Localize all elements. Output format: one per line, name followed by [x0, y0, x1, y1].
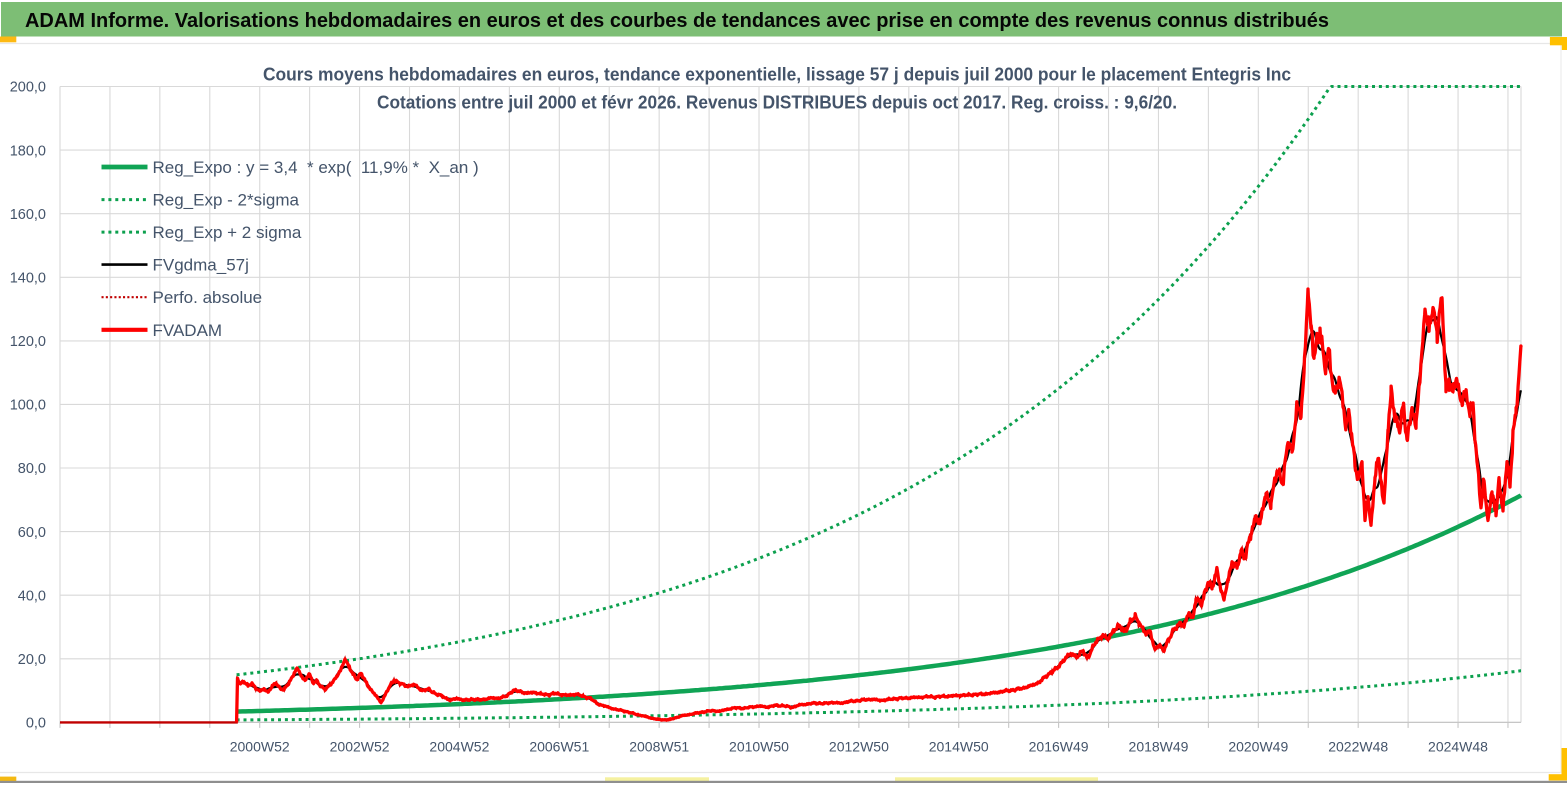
svg-text:160,0: 160,0 [10, 207, 46, 223]
svg-text:FVgdma_57j: FVgdma_57j [153, 256, 249, 275]
svg-text:80,0: 80,0 [18, 461, 46, 477]
svg-text:0,0: 0,0 [26, 716, 46, 732]
svg-text:2022W48: 2022W48 [1328, 739, 1388, 755]
svg-text:2014W50: 2014W50 [929, 739, 989, 755]
svg-text:Cotations entre juil 2000 et f: Cotations entre juil 2000 et févr 2026. … [377, 92, 1177, 113]
svg-text:120,0: 120,0 [10, 334, 46, 350]
svg-text:2006W51: 2006W51 [529, 739, 589, 755]
svg-text:Reg_Exp + 2 sigma: Reg_Exp + 2 sigma [153, 223, 302, 242]
svg-text:20,0: 20,0 [18, 652, 46, 668]
svg-text:2004W52: 2004W52 [429, 739, 489, 755]
svg-text:2016W49: 2016W49 [1029, 739, 1089, 755]
svg-text:40,0: 40,0 [18, 588, 46, 604]
svg-text:180,0: 180,0 [10, 143, 46, 159]
svg-text:2024W48: 2024W48 [1428, 739, 1488, 755]
svg-text:Cours moyens hebdomadaires en: Cours moyens hebdomadaires en euros, ten… [263, 64, 1291, 85]
svg-text:2008W51: 2008W51 [629, 739, 689, 755]
svg-text:Perfo. absolue: Perfo. absolue [153, 288, 263, 307]
svg-text:2012W50: 2012W50 [829, 739, 889, 755]
svg-text:ADAM Informe. Valorisations he: ADAM Informe. Valorisations hebdomadaire… [25, 9, 1329, 32]
svg-text:2002W52: 2002W52 [330, 739, 390, 755]
svg-text:2018W49: 2018W49 [1129, 739, 1189, 755]
svg-text:200,0: 200,0 [10, 80, 46, 96]
svg-text:2010W50: 2010W50 [729, 739, 789, 755]
svg-text:Reg_Exp - 2*sigma: Reg_Exp - 2*sigma [153, 191, 300, 210]
svg-text:60,0: 60,0 [18, 525, 46, 541]
svg-text:2020W49: 2020W49 [1228, 739, 1288, 755]
svg-text:140,0: 140,0 [10, 271, 46, 287]
svg-text:2000W52: 2000W52 [230, 739, 290, 755]
svg-text:Reg_Expo : y = 3,4 * exp( 11: Reg_Expo : y = 3,4 * exp( 11,9% * X_an ) [153, 158, 479, 177]
svg-text:FVADAM: FVADAM [153, 321, 223, 340]
svg-text:100,0: 100,0 [10, 398, 46, 414]
